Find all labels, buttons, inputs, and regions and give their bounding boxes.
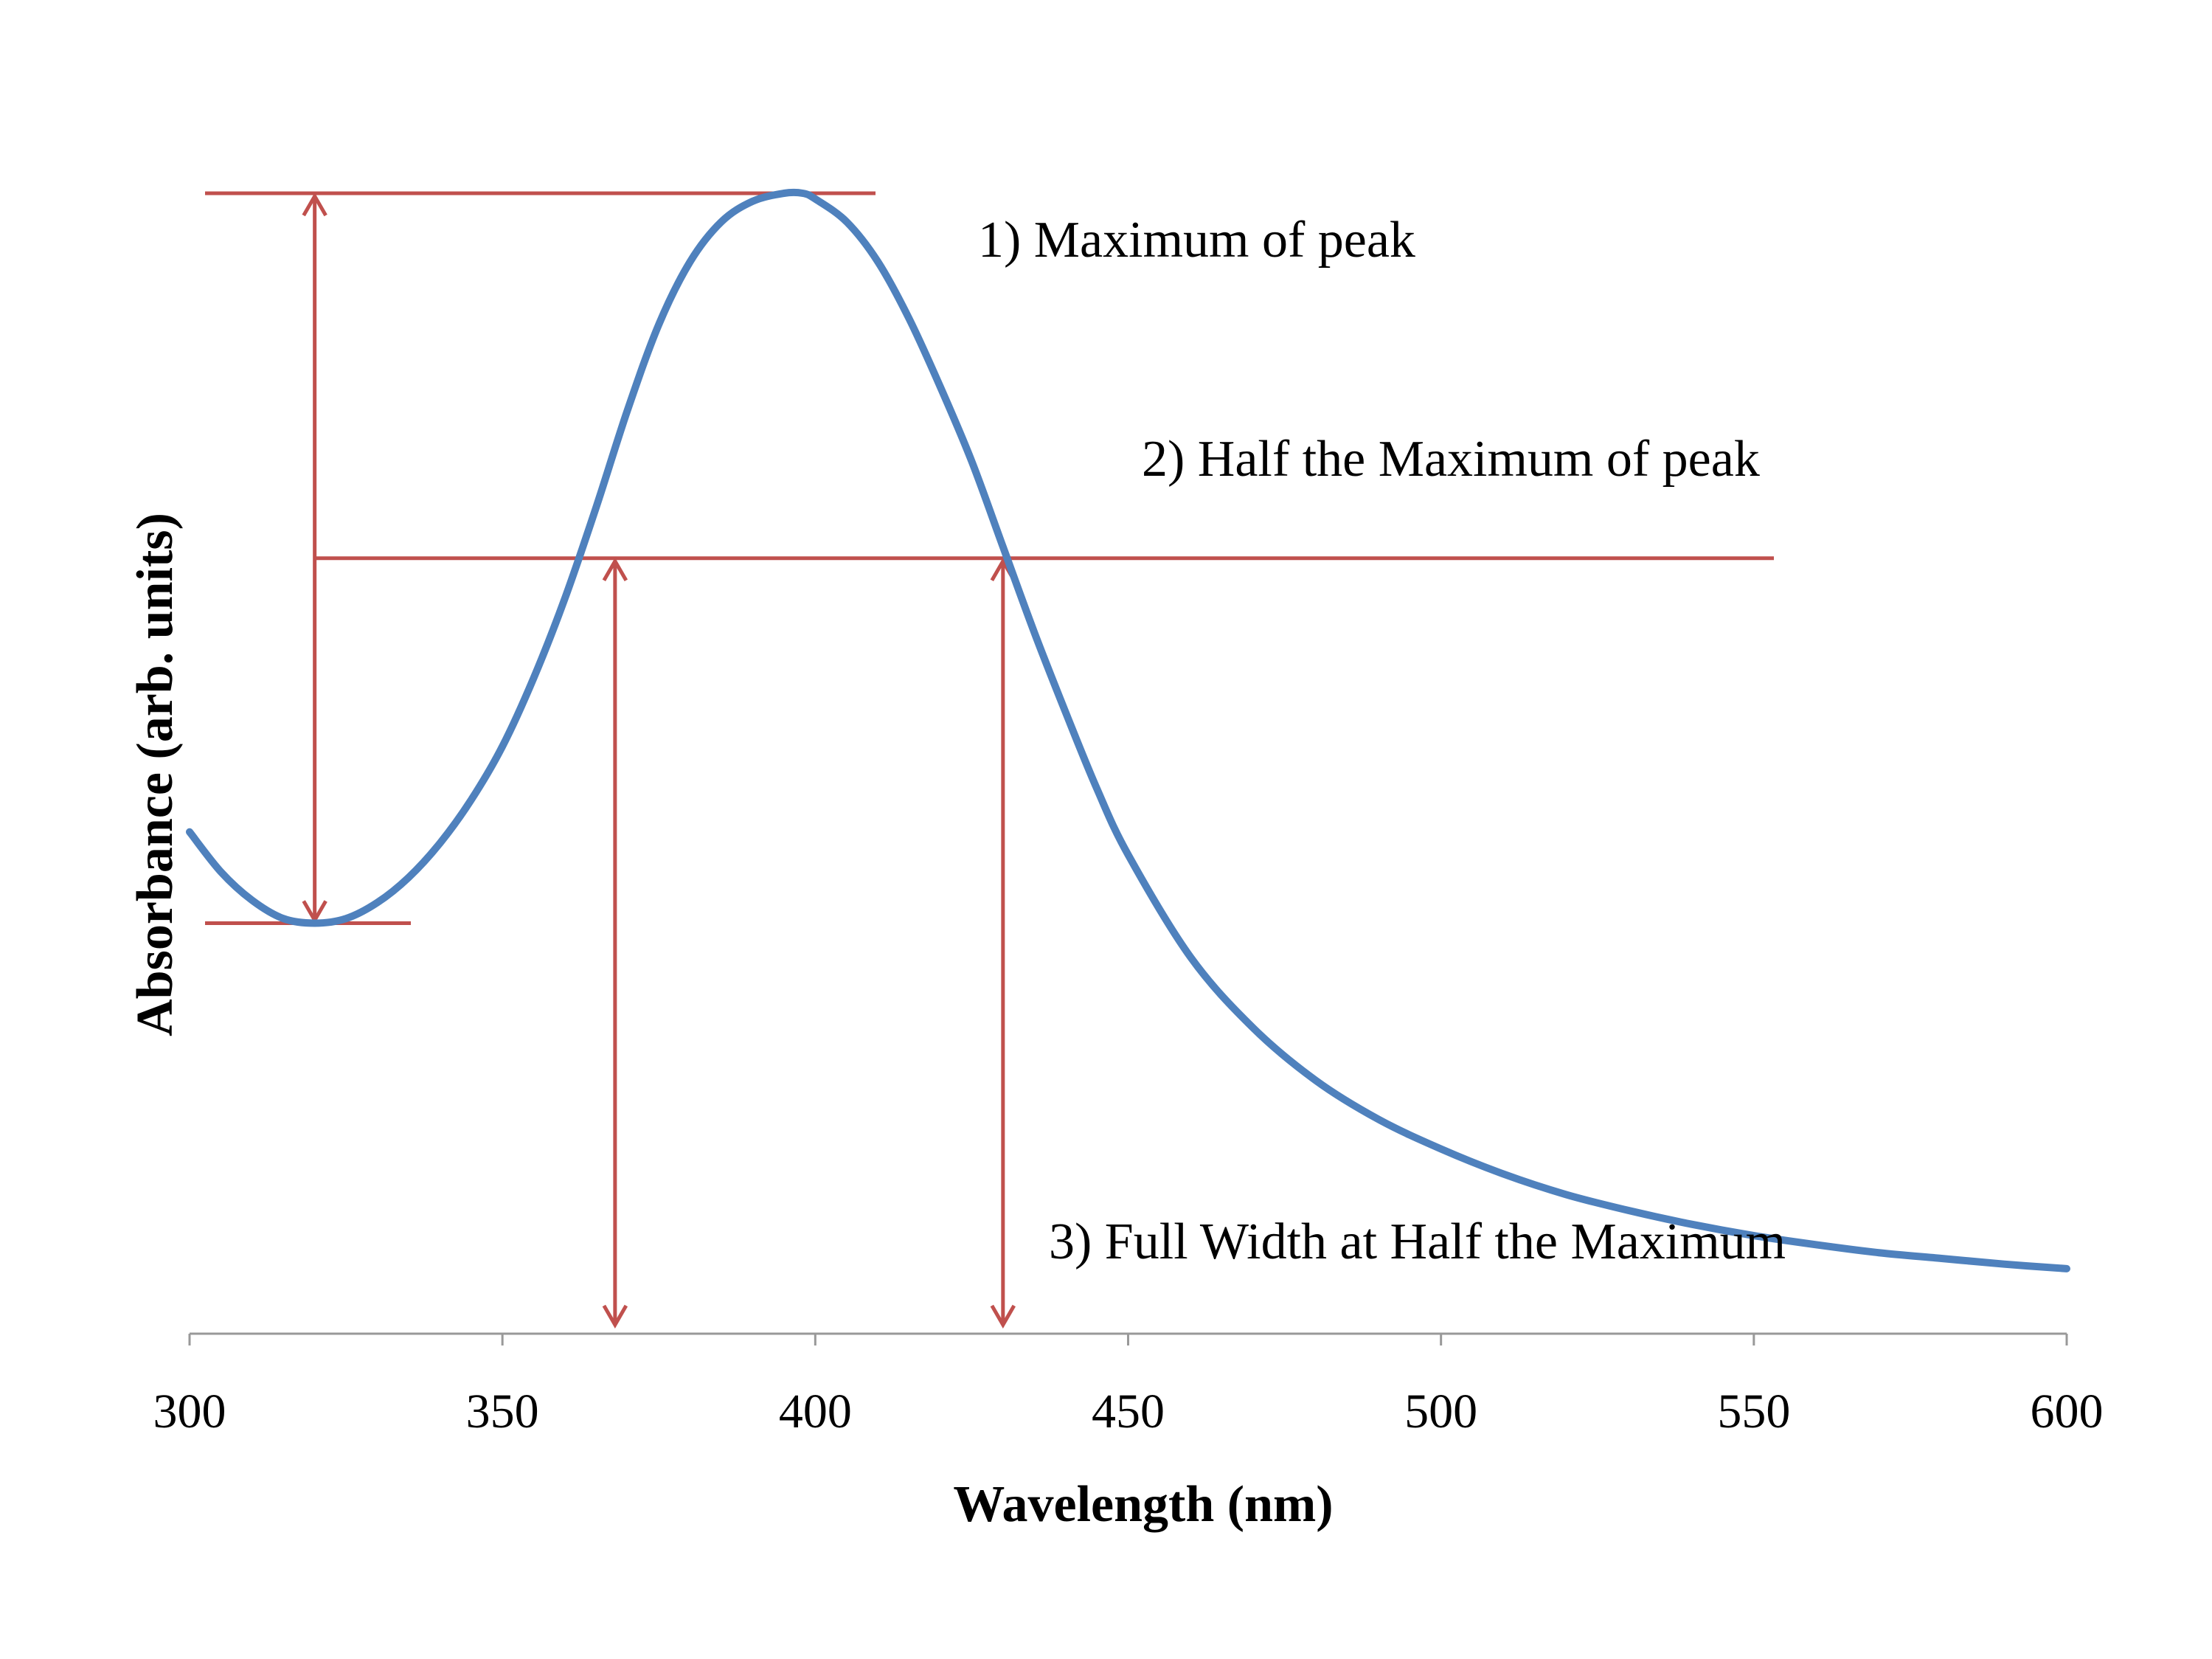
annotation-half-maximum: 2) Half the Maximum of peak xyxy=(1142,431,1760,488)
reference-lines xyxy=(205,191,1774,1329)
fwhm-left-arrow-arrowhead xyxy=(602,557,628,581)
x-tick-label: 600 xyxy=(2031,1385,2104,1438)
annotation-fwhm: 3) Full Width at Half the Maximum xyxy=(1049,1213,1786,1270)
annotation-maximum: 1) Maximum of peak xyxy=(978,212,1415,269)
x-tick-label: 350 xyxy=(466,1385,539,1438)
fwhm-left-arrow-arrowhead xyxy=(602,1304,628,1329)
x-axis-ticks: 300 350 400 450 500 550 600 xyxy=(153,1334,2104,1438)
absorbance-curve xyxy=(186,188,2070,1272)
x-tick-label: 550 xyxy=(1717,1385,1790,1438)
x-tick-label: 400 xyxy=(779,1385,852,1438)
fwhm-right-arrow-arrowhead xyxy=(990,1304,1016,1329)
y-axis-title: Absorbance (arb. units) xyxy=(127,513,184,1036)
x-tick-label: 450 xyxy=(1092,1385,1165,1438)
peak-height-arrow-arrowhead xyxy=(302,192,327,217)
x-tick-label: 500 xyxy=(1404,1385,1477,1438)
x-axis-title: Wavelength (nm) xyxy=(953,1476,1333,1533)
x-tick-label: 300 xyxy=(153,1385,226,1438)
